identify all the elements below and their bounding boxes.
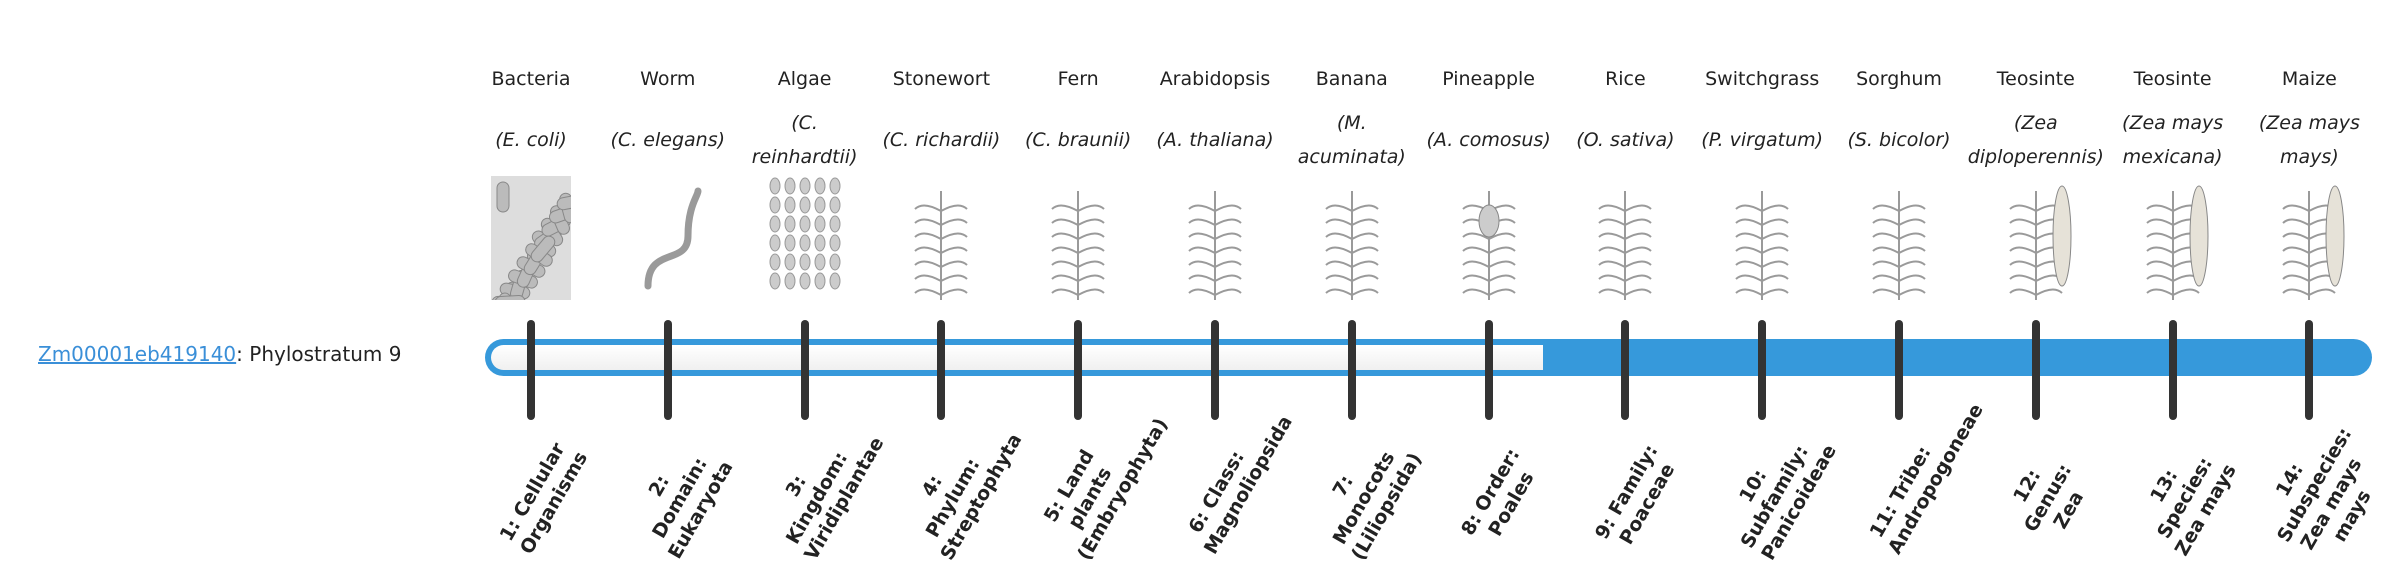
scientific-name: (C. reinhardtii): [741, 110, 869, 170]
scientific-name-text: (C. elegans): [610, 129, 726, 151]
stratum-tick: [1484, 320, 1493, 420]
scientific-name-text: (M. acuminata): [1297, 112, 1406, 168]
common-name: Teosinte: [1996, 68, 2075, 90]
scientific-name: (A. comosus): [1425, 110, 1553, 170]
scientific-name-text: (C. braunii): [1025, 129, 1132, 151]
common-name: Algae: [777, 68, 832, 90]
scientific-name-text: (E. coli): [495, 129, 567, 151]
stratum-tick: [1621, 320, 1630, 420]
common-name: Bacteria: [491, 68, 571, 90]
stratum-label: 8: Order: Poales: [1456, 444, 1539, 541]
bacteria-icon: [491, 176, 571, 300]
scientific-name-text: (Zea mays mexicana): [2122, 112, 2224, 168]
common-name: Fern: [1057, 68, 1099, 90]
stratum-tick: [1347, 320, 1356, 420]
scientific-name: (Zea mays mexicana): [2109, 110, 2237, 170]
stratum-label: 11: Tribe: Andropogoneae: [1865, 400, 1988, 558]
stratum-label: 6: Class: Magnoliopsida: [1184, 412, 1297, 558]
scientific-name: (O. sativa): [1561, 110, 1689, 170]
scientific-name-text: (C. richardii): [882, 129, 1001, 151]
scientific-name-text: (Zea diploperennis): [1967, 112, 2104, 168]
common-name: Pineapple: [1442, 68, 1535, 90]
common-name: Switchgrass: [1705, 68, 1820, 90]
stratum-label: 9: Family: Poaceae: [1591, 441, 1680, 549]
stratum-label: 2: Domain: Eukaryota: [644, 453, 738, 563]
stratum-label: 12: Genus: Zea: [2008, 460, 2088, 536]
stratum-tick: [2168, 320, 2177, 420]
stratum-label: 1: Cellular Organisms: [495, 439, 593, 558]
worm-icon: [644, 187, 702, 290]
stratum-label: 10: Subfamily: Panicoideae: [1735, 441, 1842, 564]
scientific-name-text: (Zea mays mays): [2258, 112, 2360, 168]
scientific-name-text: (A. comosus): [1426, 129, 1551, 151]
pineapple-icon: [1461, 191, 1516, 300]
scientific-name-text: (O. sativa): [1576, 129, 1675, 151]
phylostratum-bar: [485, 339, 2372, 376]
arabidopsis-icon: [1188, 191, 1242, 300]
switchgrass-icon: [1735, 191, 1789, 300]
stratum-label: 4: Phylum: Streptophyta: [917, 429, 1027, 564]
common-name: Arabidopsis: [1159, 68, 1271, 90]
gene-phylostratum-label: Zm00001eb419140: Phylostratum 9: [38, 342, 401, 366]
teosinte-icon: [2145, 185, 2209, 300]
stratum-label: 7: Monocots (Liliopsida): [1328, 447, 1427, 564]
scientific-name: (M. acuminata): [1288, 110, 1416, 170]
common-name: Rice: [1605, 68, 1646, 90]
scientific-name: (Zea diploperennis): [1968, 110, 2104, 170]
scientific-name: (C. braunii): [1014, 110, 1142, 170]
stratum-tick: [2031, 320, 2040, 420]
stratum-label: 3: Kingdom: Viridiplantae: [781, 433, 888, 564]
common-name: Maize: [2281, 68, 2337, 90]
scientific-name: (A. thaliana): [1151, 110, 1279, 170]
common-name: Sorghum: [1856, 68, 1942, 90]
maize-icon: [2282, 185, 2345, 300]
stratum-tick: [1895, 320, 1903, 420]
common-name: Banana: [1315, 68, 1388, 90]
rice-icon: [1598, 191, 1653, 300]
scientific-name: (C. richardii): [877, 110, 1005, 170]
scientific-name: (P. virgatum): [1698, 110, 1826, 170]
phylostratum-text: : Phylostratum 9: [236, 342, 402, 366]
stratum-tick: [2305, 320, 2314, 420]
common-name: Stonewort: [892, 68, 991, 90]
stonewort-icon: [914, 191, 969, 300]
scientific-name-text: (A. thaliana): [1156, 129, 1274, 151]
scientific-name: (E. coli): [467, 110, 595, 170]
sorghum-icon: [1872, 191, 1926, 300]
stratum-tick: [527, 320, 535, 420]
scientific-name: (Zea mays mays): [2245, 110, 2373, 170]
stratum-label: 13: Species: Zea mays: [2145, 453, 2241, 560]
banana-icon: [1325, 191, 1379, 300]
teosinte-icon: [2009, 185, 2072, 300]
scientific-name: (S. bicolor): [1835, 110, 1963, 170]
scientific-name-text: (P. virgatum): [1701, 129, 1824, 151]
common-name: Teosinte: [2133, 68, 2212, 90]
stratum-label: 5: Land plants (Embryophyta): [1040, 414, 1173, 564]
scientific-name: (C. elegans): [604, 110, 732, 170]
stratum-tick: [1211, 320, 1219, 420]
stratum-tick: [1074, 320, 1083, 420]
scientific-name-text: (S. bicolor): [1847, 129, 1951, 151]
fern-icon: [1051, 191, 1105, 300]
algae-icon: [769, 177, 841, 290]
scientific-name-text: (C. reinhardtii): [751, 112, 858, 168]
bar-unfilled-segment: [491, 345, 1544, 370]
common-name: Worm: [640, 68, 696, 90]
stratum-tick: [800, 320, 809, 420]
stratum-tick: [1758, 320, 1767, 420]
stratum-tick: [663, 320, 672, 420]
stratum-tick: [937, 320, 946, 420]
gene-link[interactable]: Zm00001eb419140: [38, 342, 237, 366]
stratum-label: 14: Subspecies: Zea mays mays: [2272, 423, 2377, 554]
